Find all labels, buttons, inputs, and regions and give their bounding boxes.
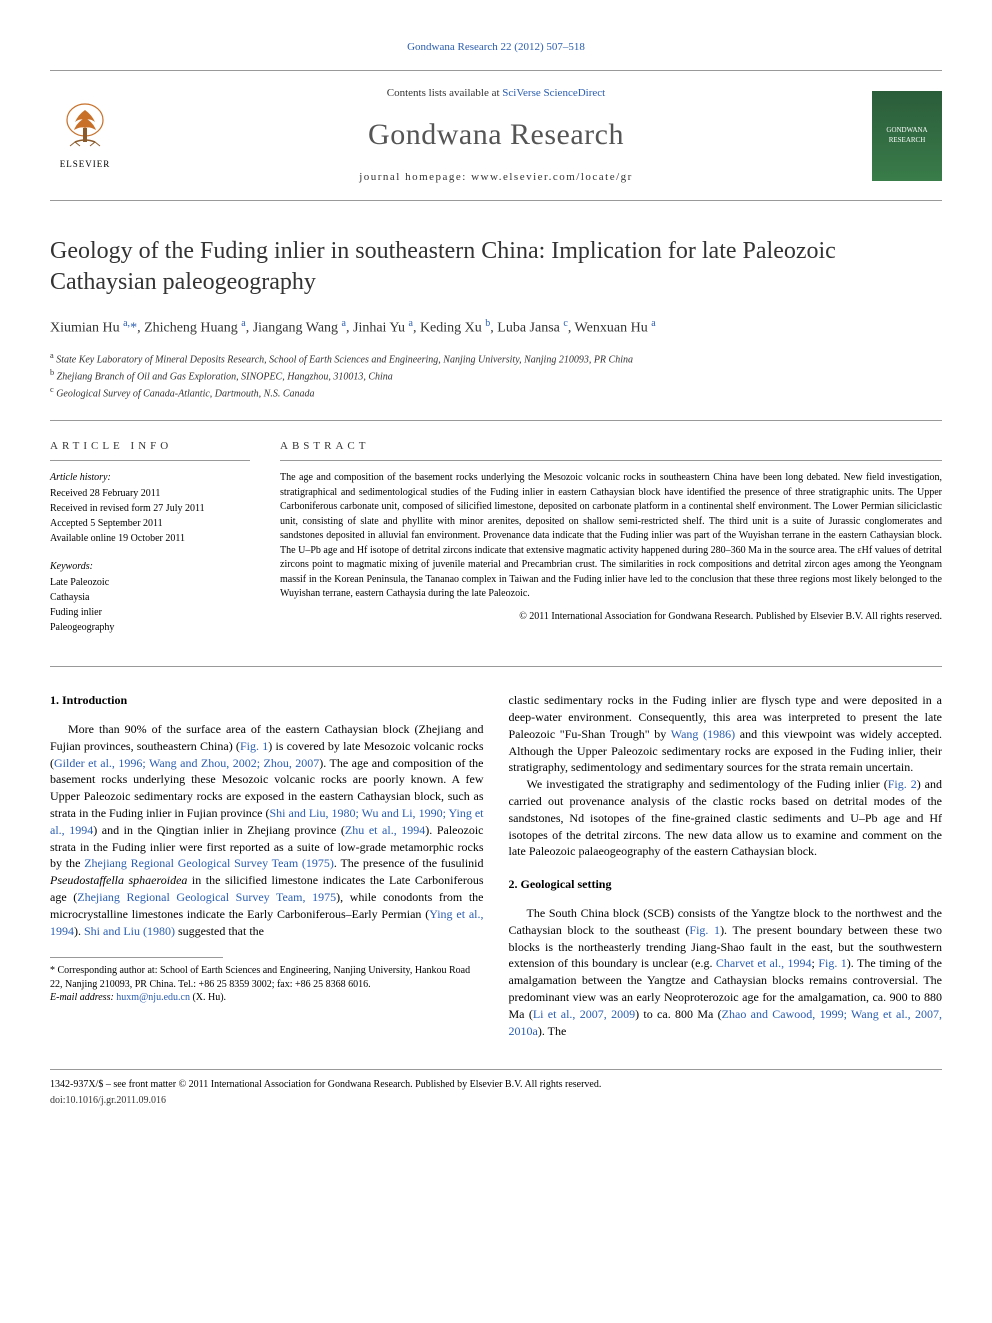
- column-right: clastic sedimentary rocks in the Fuding …: [509, 692, 943, 1039]
- affiliation-b: b Zhejiang Branch of Oil and Gas Explora…: [50, 367, 942, 384]
- body-columns: 1. Introduction More than 90% of the sur…: [50, 666, 942, 1039]
- affiliation-c: c Geological Survey of Canada-Atlantic, …: [50, 384, 942, 401]
- page-footer: 1342-937X/$ – see front matter © 2011 In…: [50, 1069, 942, 1108]
- article-info-heading: ARTICLE INFO: [50, 439, 250, 461]
- abstract-text: The age and composition of the basement …: [280, 471, 942, 602]
- affiliation-a: a State Key Laboratory of Mineral Deposi…: [50, 350, 942, 367]
- email-footnote: E-mail address: huxm@nju.edu.cn (X. Hu).: [50, 991, 484, 1005]
- keyword-2: Fuding inlier: [50, 606, 250, 620]
- abstract-copyright: © 2011 International Association for Gon…: [280, 610, 942, 624]
- corresponding-footnote: * Corresponding author at: School of Ear…: [50, 964, 484, 991]
- journal-name: Gondwana Research: [120, 114, 872, 156]
- history-revised: Received in revised form 27 July 2011: [50, 502, 250, 516]
- journal-cover-thumbnail: GONDWANA RESEARCH: [872, 91, 942, 181]
- history-received: Received 28 February 2011: [50, 487, 250, 501]
- info-abstract-row: ARTICLE INFO Article history: Received 2…: [50, 420, 942, 636]
- abstract-heading: ABSTRACT: [280, 439, 942, 461]
- contents-line: Contents lists available at SciVerse Sci…: [120, 86, 872, 101]
- contents-prefix: Contents lists available at: [387, 87, 502, 99]
- history-accepted: Accepted 5 September 2011: [50, 517, 250, 531]
- elsevier-tree-icon: [60, 100, 110, 155]
- article-title: Geology of the Fuding inlier in southeas…: [50, 236, 942, 298]
- history-label: Article history:: [50, 471, 250, 485]
- article-info: ARTICLE INFO Article history: Received 2…: [50, 439, 250, 636]
- email-label: E-mail address:: [50, 992, 114, 1003]
- column-left: 1. Introduction More than 90% of the sur…: [50, 692, 484, 1039]
- affiliations: a State Key Laboratory of Mineral Deposi…: [50, 350, 942, 402]
- intro-paragraph-2: We investigated the stratigraphy and sed…: [509, 776, 943, 860]
- journal-center: Contents lists available at SciVerse Sci…: [120, 86, 872, 185]
- keyword-0: Late Paleozoic: [50, 576, 250, 590]
- intro-paragraph-cont: clastic sedimentary rocks in the Fuding …: [509, 692, 943, 776]
- keyword-1: Cathaysia: [50, 591, 250, 605]
- sciencedirect-link[interactable]: SciVerse ScienceDirect: [502, 87, 605, 99]
- elsevier-text: ELSEVIER: [60, 158, 111, 171]
- abstract: ABSTRACT The age and composition of the …: [280, 439, 942, 636]
- keywords-label: Keywords:: [50, 560, 250, 574]
- footnote-separator: [50, 957, 223, 964]
- journal-homepage: journal homepage: www.elsevier.com/locat…: [120, 170, 872, 185]
- cover-text: GONDWANA RESEARCH: [872, 126, 942, 146]
- doi-line[interactable]: doi:10.1016/j.gr.2011.09.016: [50, 1094, 942, 1108]
- section-2-heading: 2. Geological setting: [509, 876, 943, 893]
- section-1-heading: 1. Introduction: [50, 692, 484, 709]
- journal-header: ELSEVIER Contents lists available at Sci…: [50, 70, 942, 201]
- geo-setting-paragraph-1: The South China block (SCB) consists of …: [509, 905, 943, 1039]
- citation-link[interactable]: Gondwana Research 22 (2012) 507–518: [50, 40, 942, 55]
- email-link[interactable]: huxm@nju.edu.cn: [116, 992, 190, 1003]
- elsevier-logo: ELSEVIER: [50, 96, 120, 176]
- email-suffix: (X. Hu).: [192, 992, 226, 1003]
- history-online: Available online 19 October 2011: [50, 532, 250, 546]
- authors-list: Xiumian Hu a,*, Zhicheng Huang a, Jianga…: [50, 317, 942, 338]
- intro-paragraph-1: More than 90% of the surface area of the…: [50, 721, 484, 939]
- keyword-3: Paleogeography: [50, 621, 250, 635]
- issn-line: 1342-937X/$ – see front matter © 2011 In…: [50, 1078, 942, 1092]
